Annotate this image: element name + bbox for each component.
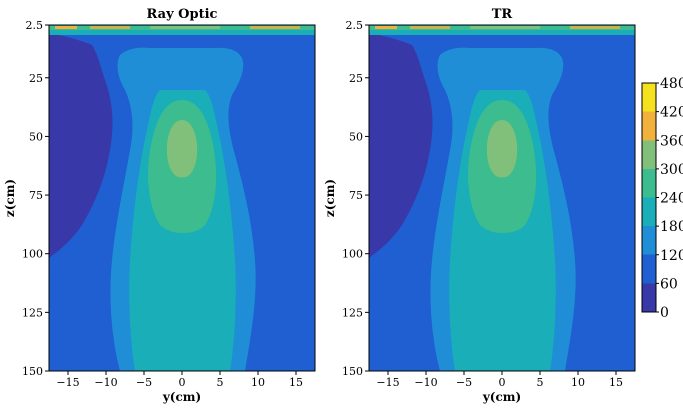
y-axis-label: z(cm) (3, 179, 17, 217)
x-tick-label: 10 (571, 376, 585, 389)
x-tick-label: 10 (251, 376, 265, 389)
level-300-360 (166, 120, 198, 178)
y-tick-label: 2.5 (26, 19, 44, 32)
surface-hotspot (375, 26, 397, 29)
x-axis-label: y(cm) (162, 390, 201, 404)
x-tick-label: −15 (376, 376, 399, 389)
x-ticks: −15 −10 −5 0 5 10 15 (376, 371, 623, 389)
y-tick-label: 75 (29, 189, 43, 202)
colorbar-tick-label: 300 (660, 162, 683, 178)
y-tick-label: 50 (29, 130, 43, 143)
y-tick-label: 150 (22, 365, 43, 378)
colorbar-tick-label: 360 (660, 133, 683, 149)
x-tick-label: 15 (609, 376, 623, 389)
surface-hotspot (150, 26, 220, 29)
surface-hotspot (90, 26, 130, 29)
heatmap-ray-optic (49, 25, 315, 371)
heatmap-tr (369, 25, 635, 371)
colorbar-ticks: 0 60 120 180 240 300 360 420 480 (656, 76, 683, 321)
x-tick-label: 5 (537, 376, 544, 389)
y-tick-label: 50 (349, 130, 363, 143)
y-tick-label: 25 (29, 72, 43, 85)
y-tick-label: 75 (349, 189, 363, 202)
y-tick-label: 100 (342, 248, 363, 261)
surface-hotspot (410, 26, 450, 29)
surface-hotspot (250, 26, 300, 29)
colorbar-tick-label: 480 (660, 76, 683, 92)
x-axis-label: y(cm) (482, 390, 521, 404)
x-tick-label: −10 (94, 376, 117, 389)
x-tick-label: 5 (217, 376, 224, 389)
x-tick-label: −15 (56, 376, 79, 389)
y-ticks: 2.5 25 50 75 100 125 150 (22, 19, 49, 378)
y-tick-label: 125 (342, 306, 363, 319)
panel-ray-optic: Ray Optic y(cm) z(cm) −15 −10 −5 0 5 10 15 2.5… (3, 7, 316, 404)
colorbar-tick-label: 120 (660, 248, 683, 264)
y-ticks: 2.5 25 50 75 100 125 150 (342, 19, 369, 378)
x-tick-label: 0 (179, 376, 186, 389)
x-tick-label: 0 (499, 376, 506, 389)
y-axis-label: z(cm) (323, 179, 337, 217)
x-tick-label: −5 (456, 376, 472, 389)
colorbar-tick-label: 240 (660, 191, 683, 207)
colorbar-gradient (641, 82, 657, 313)
x-tick-label: −5 (136, 376, 152, 389)
panel-tr: TR y(cm) z(cm) −15 −10 −5 0 5 10 15 2.5 25 50 75 1… (323, 7, 636, 404)
colorbar-tick-label: 60 (660, 276, 678, 292)
colorbar: 0 60 120 180 240 300 360 420 480 (641, 76, 683, 321)
x-ticks: −15 −10 −5 0 5 10 15 (56, 371, 303, 389)
y-tick-label: 125 (22, 306, 43, 319)
y-tick-label: 100 (22, 248, 43, 261)
surface-hotspot (570, 26, 620, 29)
x-tick-label: −10 (414, 376, 437, 389)
colorbar-tick-label: 180 (660, 219, 683, 235)
colorbar-tick-label: 0 (660, 305, 669, 321)
y-tick-label: 25 (349, 72, 363, 85)
y-tick-label: 2.5 (346, 19, 364, 32)
surface-hotspot (470, 26, 540, 29)
colorbar-tick-label: 420 (660, 105, 683, 121)
surface-hotspot (55, 26, 77, 29)
level-300-360 (486, 120, 518, 178)
y-tick-label: 150 (342, 365, 363, 378)
x-tick-label: 15 (289, 376, 303, 389)
chart-title: TR (492, 7, 513, 22)
chart-title: Ray Optic (147, 7, 218, 22)
